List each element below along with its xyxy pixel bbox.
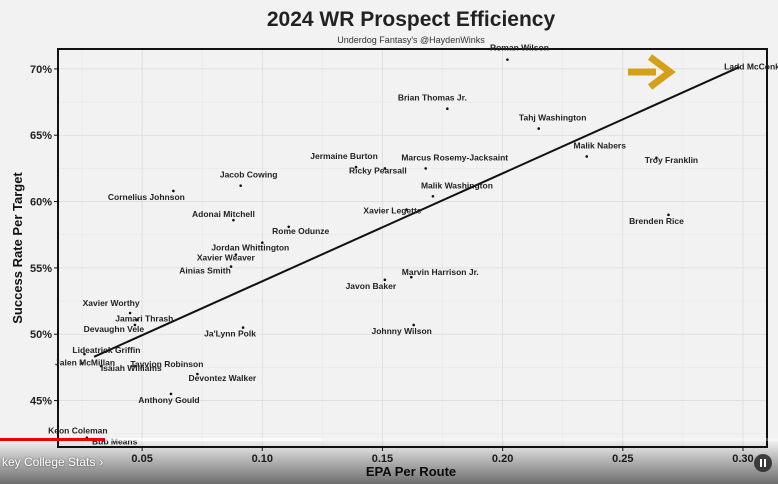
pause-icon [760, 459, 762, 467]
x-tick-label: 0.30 [732, 453, 753, 465]
point-label: Tahj Washington [519, 113, 587, 123]
point-label: Isaiah Williams [101, 363, 162, 373]
data-point [431, 194, 435, 198]
point-label: Jermaine Burton [310, 151, 378, 161]
chevron-right-icon: › [99, 455, 104, 469]
point-label: Javon Baker [346, 281, 397, 291]
data-point [99, 364, 103, 368]
y-tick-label: 50% [30, 329, 52, 341]
data-point [136, 318, 139, 321]
point-label: Ladd McConkey [724, 62, 778, 72]
x-tick-label: 0.10 [252, 453, 273, 465]
trend-line [93, 66, 739, 358]
data-point [229, 265, 233, 268]
data-point [409, 275, 413, 279]
chapter-title[interactable]: key College Stats › [2, 455, 103, 469]
data-point [196, 372, 199, 376]
x-tick-label: 0.20 [492, 453, 513, 465]
point-label: Keon Coleman [48, 426, 108, 436]
data-point [172, 189, 175, 193]
data-point [133, 323, 137, 327]
y-tick-label: 45% [30, 396, 52, 408]
x-tick-label: 0.25 [612, 453, 633, 465]
data-point [232, 218, 235, 222]
data-point [506, 58, 509, 61]
point-label: Ricky Pearsall [349, 165, 407, 175]
chapter-title-text: key College Stats [2, 455, 96, 469]
data-point [287, 225, 291, 229]
y-axis-ticks: 45% 50% 55% 60% 65% 70% [30, 64, 58, 408]
point-label: Rome Odunze [272, 226, 329, 236]
pause-icon-bar [764, 459, 766, 467]
data-point [128, 311, 132, 315]
point-label: Devaughn Vele [84, 324, 145, 334]
progress-played [0, 438, 106, 441]
point-label: Xavier Worthy [83, 298, 140, 308]
point-label: Anthony Gould [138, 395, 199, 405]
point-label: Xavier Weaver [197, 253, 256, 263]
point-label: Ainias Smith [179, 266, 230, 276]
point-label: Malik Washington [421, 180, 493, 190]
point-label: Jordan Whittington [211, 243, 289, 253]
y-tick-label: 65% [30, 130, 52, 142]
point-label: Johnny Wilson [372, 326, 432, 336]
data-point [241, 326, 245, 329]
point-label: Brenden Rice [629, 216, 684, 226]
video-progress-bar[interactable] [0, 438, 778, 441]
point-label: Roman Wilson [490, 43, 549, 53]
point-label: Brian Thomas Jr. [398, 93, 467, 103]
data-point [239, 184, 242, 187]
data-point [655, 156, 658, 160]
point-labels: Roman Wilson Ladd McConkey Brian Thomas Jr… [48, 43, 778, 447]
point-label: Malik Nabers [574, 140, 627, 150]
data-point [234, 253, 238, 256]
data-point [537, 127, 540, 130]
data-point [133, 364, 137, 368]
x-axis-title: EPA Per Route [366, 464, 456, 479]
y-axis-title: Success Rate Per Target [10, 172, 25, 324]
data-point [383, 167, 387, 170]
data-point [260, 241, 264, 244]
data-point [169, 392, 173, 396]
data-point [446, 107, 449, 110]
data-point [83, 352, 86, 356]
highlight-arrow [628, 54, 676, 90]
data-point [383, 278, 387, 282]
point-label: Ja'Lynn Polk [204, 329, 256, 339]
point-label: Tayvion Robinson [130, 359, 203, 369]
point-label: Jamari Thrash [115, 314, 173, 324]
point-label: Lideatrick Griffin [72, 345, 140, 355]
point-label: Marcus Rosemy-Jacksaint [401, 152, 508, 162]
pause-button[interactable] [754, 454, 772, 472]
data-point [354, 165, 358, 169]
data-point [405, 208, 408, 211]
point-label: Cornelius Johnson [108, 192, 185, 202]
point-label: Jacob Cowing [220, 170, 278, 180]
progress-buffered [0, 438, 323, 441]
y-tick-label: 55% [30, 263, 52, 275]
grid-lines [58, 49, 767, 447]
chart-subtitle: Underdog Fantasy's @HaydenWinks [337, 35, 485, 45]
point-label: Jalen McMillan [55, 357, 115, 367]
point-label: Xavier Legette [363, 206, 421, 216]
y-tick-label: 60% [30, 197, 52, 209]
point-label: Adonai Mitchell [192, 209, 255, 219]
x-tick-label: 0.05 [131, 453, 152, 465]
data-point [412, 323, 416, 327]
data-points [80, 58, 740, 442]
data-point [667, 213, 670, 217]
point-label: Marvin Harrison Jr. [402, 267, 479, 277]
data-point [424, 167, 428, 170]
data-point [736, 66, 740, 69]
data-point [80, 362, 84, 365]
y-tick-label: 70% [30, 64, 52, 76]
point-label: Devontez Walker [189, 373, 257, 383]
chart-title: 2024 WR Prospect Efficiency [267, 8, 556, 31]
data-point [585, 155, 589, 158]
point-label: Troy Franklin [645, 155, 698, 165]
